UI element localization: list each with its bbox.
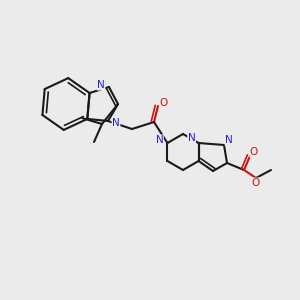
Text: N: N [188, 133, 196, 143]
Text: N: N [97, 80, 105, 90]
Text: O: O [250, 147, 258, 157]
Text: N: N [225, 135, 233, 145]
Text: O: O [160, 98, 168, 108]
Text: N: N [155, 135, 163, 145]
Text: O: O [252, 178, 260, 188]
Text: N: N [112, 118, 120, 128]
